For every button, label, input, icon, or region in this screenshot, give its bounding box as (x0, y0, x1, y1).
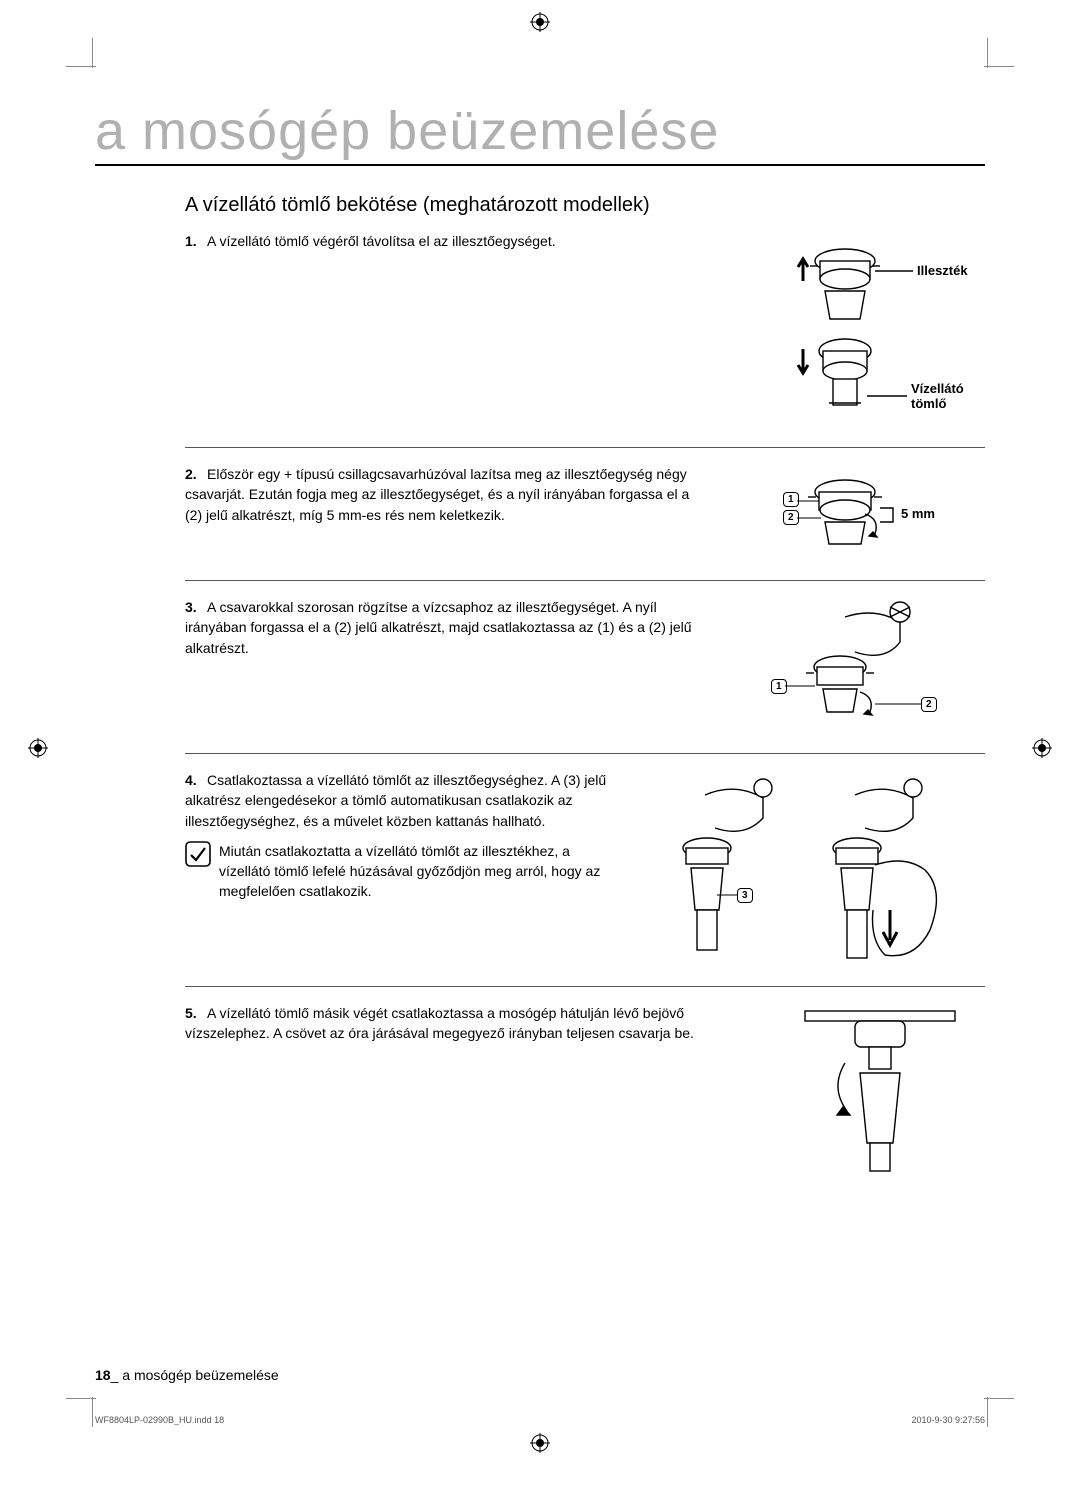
step-5-illustration (765, 1003, 985, 1173)
crop-mark (987, 1397, 988, 1427)
page-footer: 18_ a mosógép beüzemelése (95, 1367, 279, 1383)
step-2: 2.Először egy + típusú csillagcsavarhúzó… (185, 447, 985, 580)
step-number: 5. (185, 1003, 207, 1023)
step-3-illustration: 1 2 (725, 597, 985, 737)
step-2-illustration: 1 2 5 mm (725, 464, 985, 564)
page-number: 18 (95, 1367, 111, 1383)
crop-mark (66, 1398, 96, 1399)
print-meta-date: 2010-9-30 9:27:56 (911, 1415, 985, 1425)
step-number: 4. (185, 770, 207, 790)
step-3: 3.A csavarokkal szorosan rögzítse a vízc… (185, 580, 985, 753)
step-text: Csatlakoztassa a vízellátó tömlőt az ill… (185, 772, 606, 829)
note: Miután csatlakoztatta a vízellátó tömlőt… (185, 841, 625, 902)
step-5: 5.A vízellátó tömlő másik végét csatlako… (185, 986, 985, 1189)
crop-mark (984, 1398, 1014, 1399)
print-registration-mark-left (28, 738, 48, 758)
label-gap: 5 mm (901, 506, 935, 521)
content-area: A vízellátó tömlő bekötése (meghatározot… (95, 194, 985, 1189)
print-registration-mark-bottom (530, 1433, 550, 1453)
page-content: a mosógép beüzemelése A vízellátó tömlő … (95, 70, 985, 1395)
print-registration-mark-right (1032, 738, 1052, 758)
crop-mark (987, 38, 988, 68)
step-1-illustration: Illeszték Vízellátó tömlő (725, 231, 985, 431)
callout-2: 2 (921, 697, 937, 712)
footer-label: a mosógép beüzemelése (122, 1367, 278, 1383)
step-text: A vízellátó tömlő végéről távolítsa el a… (207, 233, 556, 249)
callout-3: 3 (737, 888, 753, 903)
page-title: a mosógép beüzemelése (95, 100, 985, 166)
label-adaptor: Illeszték (917, 263, 968, 278)
crop-mark (66, 66, 96, 67)
crop-mark (92, 1397, 93, 1427)
step-4: 4.Csatlakoztassa a vízellátó tömlőt az i… (185, 753, 985, 986)
label-hose: Vízellátó tömlő (911, 381, 985, 411)
step-4-illustration: 3 (645, 770, 985, 970)
footer-sep: _ (111, 1367, 119, 1383)
crop-mark (984, 66, 1014, 67)
step-text: Először egy + típusú csillagcsavarhúzóva… (185, 466, 689, 523)
step-number: 3. (185, 597, 207, 617)
step-text: A vízellátó tömlő másik végét csatlakozt… (185, 1005, 694, 1041)
print-registration-mark-top (530, 12, 550, 32)
step-1: 1.A vízellátó tömlő végéről távolítsa el… (185, 227, 985, 447)
print-meta-file: WF8804LP-02990B_HU.indd 18 (95, 1415, 224, 1425)
note-icon (185, 841, 213, 872)
note-text: Miután csatlakoztatta a vízellátó tömlőt… (219, 841, 625, 902)
step-number: 2. (185, 464, 207, 484)
step-text: A csavarokkal szorosan rögzítse a vízcsa… (185, 599, 692, 656)
section-title: A vízellátó tömlő bekötése (meghatározot… (185, 194, 985, 217)
step-number: 1. (185, 231, 207, 251)
crop-mark (92, 38, 93, 68)
